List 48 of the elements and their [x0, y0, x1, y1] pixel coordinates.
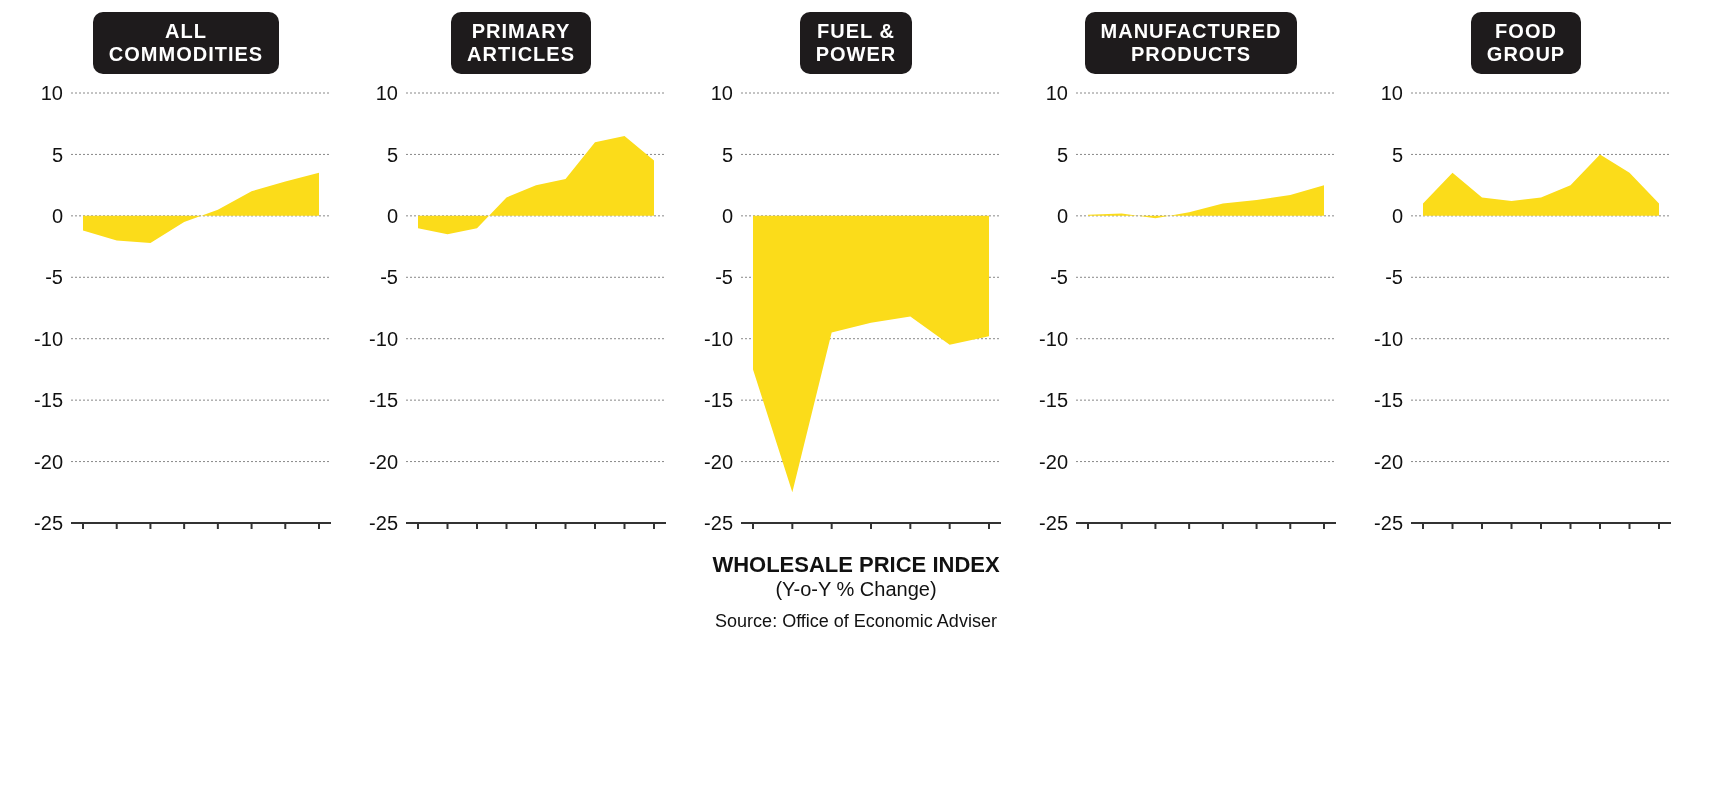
- y-tick-label: -20: [704, 450, 733, 473]
- y-tick-label: -25: [369, 512, 398, 535]
- y-tick-label: -25: [704, 512, 733, 535]
- y-tick-label: -5: [1050, 266, 1068, 289]
- y-tick-label: -5: [1385, 266, 1403, 289]
- y-tick-label: 10: [1045, 82, 1068, 105]
- y-tick-label: 0: [386, 204, 398, 227]
- y-tick-label: 0: [51, 204, 63, 227]
- y-tick-label: -15: [34, 389, 63, 412]
- y-tick-label: 0: [1391, 204, 1403, 227]
- chart-title: MANUFACTURED PRODUCTS: [1100, 20, 1282, 66]
- chart-title: ALL COMMODITIES: [108, 20, 264, 66]
- chart-title: FOOD GROUP: [1486, 20, 1566, 66]
- y-tick-label: -10: [369, 327, 398, 350]
- y-tick-label: 5: [721, 143, 733, 166]
- y-tick-label: 0: [721, 204, 733, 227]
- y-tick-label: 10: [375, 82, 398, 105]
- y-tick-label: 5: [386, 143, 398, 166]
- y-tick-label: -10: [704, 327, 733, 350]
- y-tick-label: 5: [1056, 143, 1068, 166]
- y-tick-label: -20: [34, 450, 63, 473]
- y-tick-label: 10: [710, 82, 733, 105]
- y-tick-label: -10: [1039, 327, 1068, 350]
- y-tick-label: -20: [1374, 450, 1403, 473]
- y-tick-label: -10: [34, 327, 63, 350]
- y-tick-label: -5: [45, 266, 63, 289]
- y-tick-label: -15: [704, 389, 733, 412]
- y-tick-label: -10: [1374, 327, 1403, 350]
- y-tick-label: -5: [715, 266, 733, 289]
- text: (Y-o-Y % Change): [774, 578, 938, 601]
- y-tick-label: -25: [34, 512, 63, 535]
- y-tick-label: -25: [1374, 512, 1403, 535]
- text: WHOLESALE PRICE INDEX: [712, 552, 1000, 578]
- y-tick-label: 10: [1380, 82, 1403, 105]
- y-tick-label: -15: [369, 389, 398, 412]
- y-tick-label: 5: [1391, 143, 1403, 166]
- y-tick-label: -15: [1039, 389, 1068, 412]
- y-tick-label: -15: [1374, 389, 1403, 412]
- y-tick-label: -25: [1039, 512, 1068, 535]
- y-tick-label: 10: [40, 82, 63, 105]
- y-tick-label: 5: [51, 143, 63, 166]
- chart-title: FUEL & POWER: [815, 20, 897, 66]
- y-tick-label: -20: [369, 450, 398, 473]
- chart-title: PRIMARY ARTICLES: [467, 20, 575, 66]
- y-tick-label: -20: [1039, 450, 1068, 473]
- source-note: Source: Office of Economic Adviser: [714, 611, 998, 632]
- y-tick-label: 0: [1056, 204, 1068, 227]
- y-tick-label: -5: [380, 266, 398, 289]
